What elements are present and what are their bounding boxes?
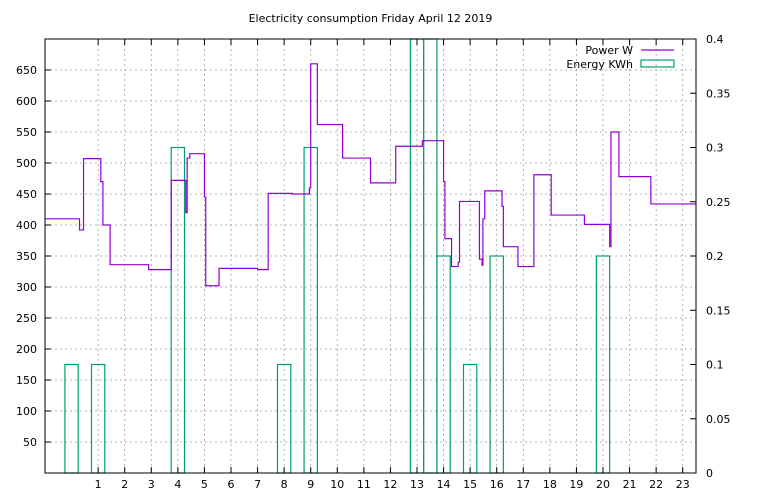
y2-tick-label: 0.1 [706,359,724,372]
x-tick-label: 14 [437,478,451,491]
x-tick-label: 16 [490,478,504,491]
y-tick-label: 350 [16,250,37,263]
y-tick-label: 200 [16,343,37,356]
y2-tick-label: 0.15 [706,304,731,317]
x-tick-label: 13 [410,478,424,491]
y-tick-label: 600 [16,95,37,108]
x-tick-label: 8 [281,478,288,491]
x-tick-label: 19 [569,478,583,491]
y2-tick-label: 0 [706,467,713,480]
legend-swatch-energy [640,59,675,68]
y-tick-label: 550 [16,126,37,139]
chart-title: Electricity consumption Friday April 12 … [249,12,493,25]
x-tick-label: 17 [516,478,530,491]
y2-tick-label: 0.25 [706,196,731,209]
x-tick-label: 5 [201,478,208,491]
x-tick-label: 22 [649,478,663,491]
x-tick-label: 6 [228,478,235,491]
energy-bar [64,363,79,474]
y-tick-label: 50 [23,436,37,449]
y2-tick-label: 0.05 [706,413,731,426]
x-tick-label: 7 [254,478,261,491]
x-tick-label: 11 [357,478,371,491]
x-tick-label: 10 [330,478,344,491]
power-line-layer [45,63,696,287]
x-tick-label: 21 [623,478,637,491]
x-tick-label: 23 [676,478,690,491]
legend: Power W Energy KWh [566,44,675,71]
y-tick-label: 400 [16,219,37,232]
y-tick-label: 150 [16,374,37,387]
x-tick-label: 20 [596,478,610,491]
y2-tick-label: 0.2 [706,250,724,263]
legend-label-energy: Energy KWh [566,58,633,71]
y2-tick-label: 0.3 [706,142,724,155]
y-tick-label: 500 [16,157,37,170]
x-tick-label: 3 [148,478,155,491]
x-tick-label: 12 [383,478,397,491]
x-tick-label: 9 [307,478,314,491]
y-tick-label: 300 [16,281,37,294]
legend-label-power: Power W [585,44,633,57]
axis-ticks: 1 2 3 4 5 6 7 8 9 10 11 12 13 14 15 16 17 18 19 20 21 22 23501… [16,33,731,491]
y-tick-label: 450 [16,188,37,201]
y2-tick-label: 0.35 [706,87,731,100]
y2-tick-label: 0.4 [706,33,724,46]
x-tick-label: 2 [121,478,128,491]
y-tick-label: 250 [16,312,37,325]
x-tick-label: 15 [463,478,477,491]
y-tick-label: 650 [16,64,37,77]
x-tick-label: 4 [174,478,181,491]
y-tick-label: 100 [16,405,37,418]
x-tick-label: 18 [543,478,557,491]
power-line [45,63,696,287]
x-tick-label: 1 [95,478,102,491]
